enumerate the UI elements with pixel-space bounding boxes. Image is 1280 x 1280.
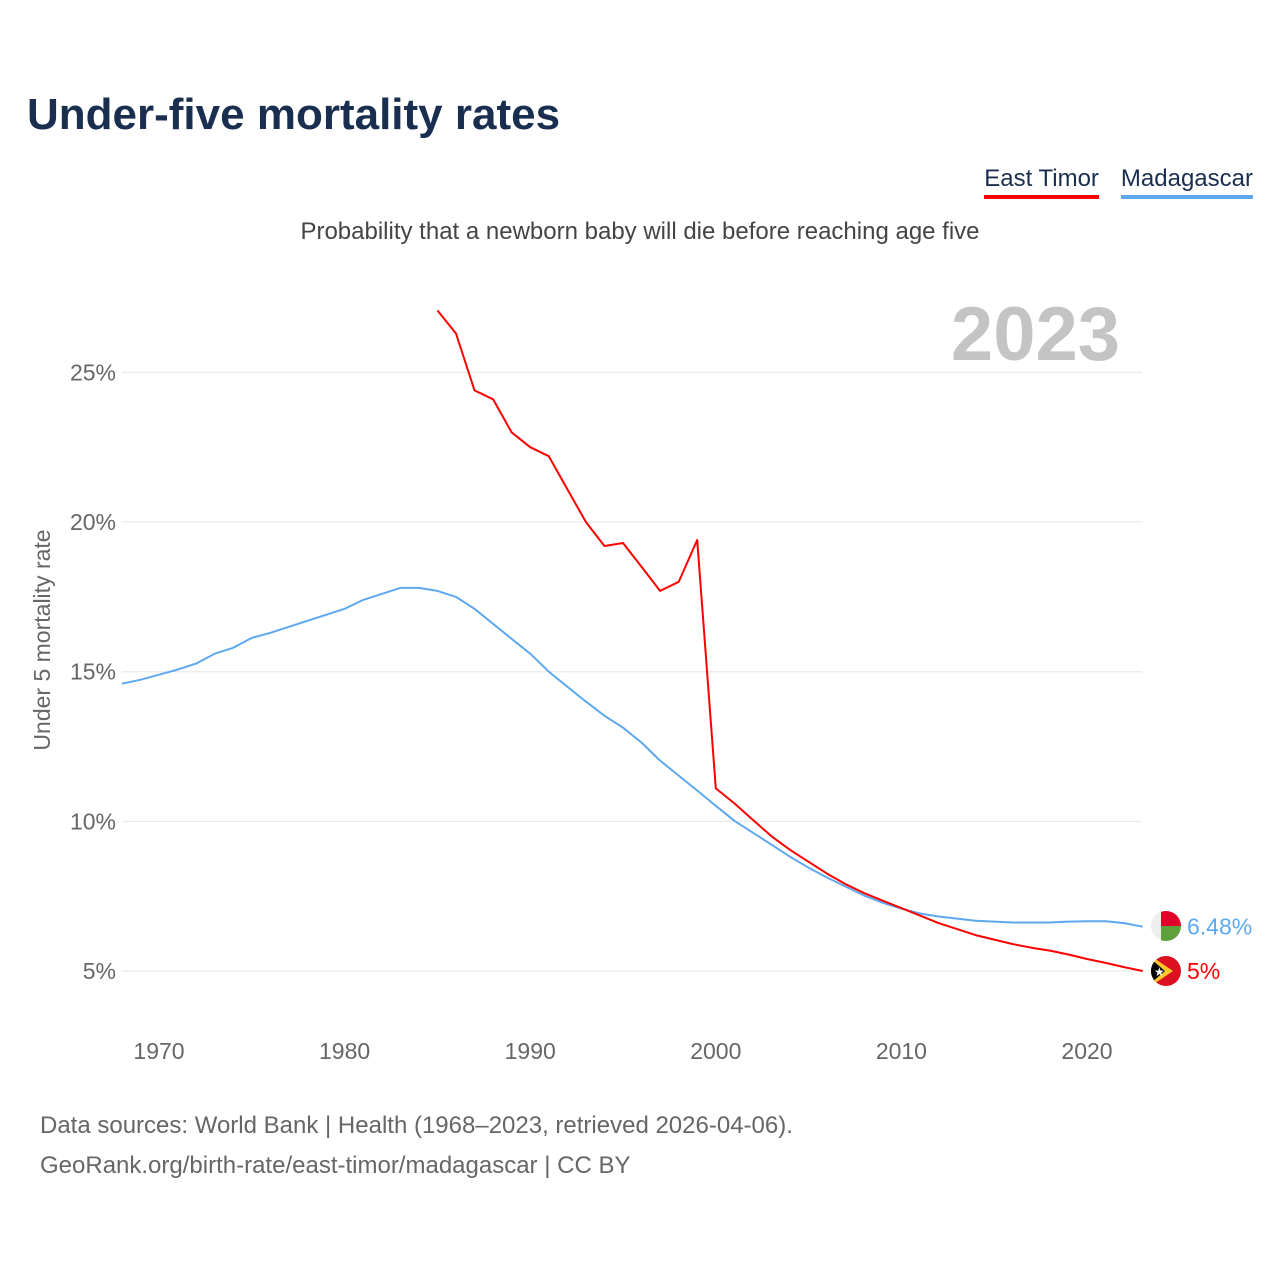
end-value-label: 6.48% [1187, 914, 1252, 940]
east-timor-flag-icon: ★ [1151, 956, 1181, 986]
source-note: Data sources: World Bank | Health (1968–… [40, 1106, 793, 1186]
chart-title: Under-five mortality rates [27, 90, 561, 139]
x-tick-label: 1970 [133, 1038, 184, 1064]
svg-text:★: ★ [1154, 965, 1165, 979]
y-tick-label: 5% [83, 958, 116, 984]
y-tick-label: 10% [70, 808, 116, 834]
series-line-east-timor [436, 309, 1143, 972]
madagascar-flag-icon [1151, 911, 1181, 941]
end-value-label: 5% [1187, 958, 1220, 984]
y-axis-label: Under 5 mortality rate [29, 529, 55, 750]
series-line-madagascar [121, 586, 1143, 928]
legend-item-madagascar[interactable]: Madagascar [1120, 165, 1253, 199]
year-label: 2023 [951, 292, 1120, 377]
legend-item-east-timor[interactable]: East Timor [984, 165, 1099, 199]
x-tick-label: 1990 [505, 1038, 556, 1064]
y-tick-label: 20% [70, 509, 116, 535]
x-tick-label: 2000 [690, 1038, 741, 1064]
x-tick-label: 2010 [876, 1038, 927, 1064]
y-tick-label: 15% [70, 659, 116, 685]
y-tick-label: 25% [70, 359, 116, 385]
legend: East Timor Madagascar [984, 165, 1253, 199]
chart-subtitle: Probability that a newborn baby will die… [300, 218, 980, 245]
source-line-1: Data sources: World Bank | Health (1968–… [40, 1112, 793, 1139]
source-line-2[interactable]: GeoRank.org/birth-rate/east-timor/madaga… [40, 1152, 631, 1179]
x-tick-label: 2020 [1061, 1038, 1112, 1064]
x-tick-label: 1980 [319, 1038, 370, 1064]
